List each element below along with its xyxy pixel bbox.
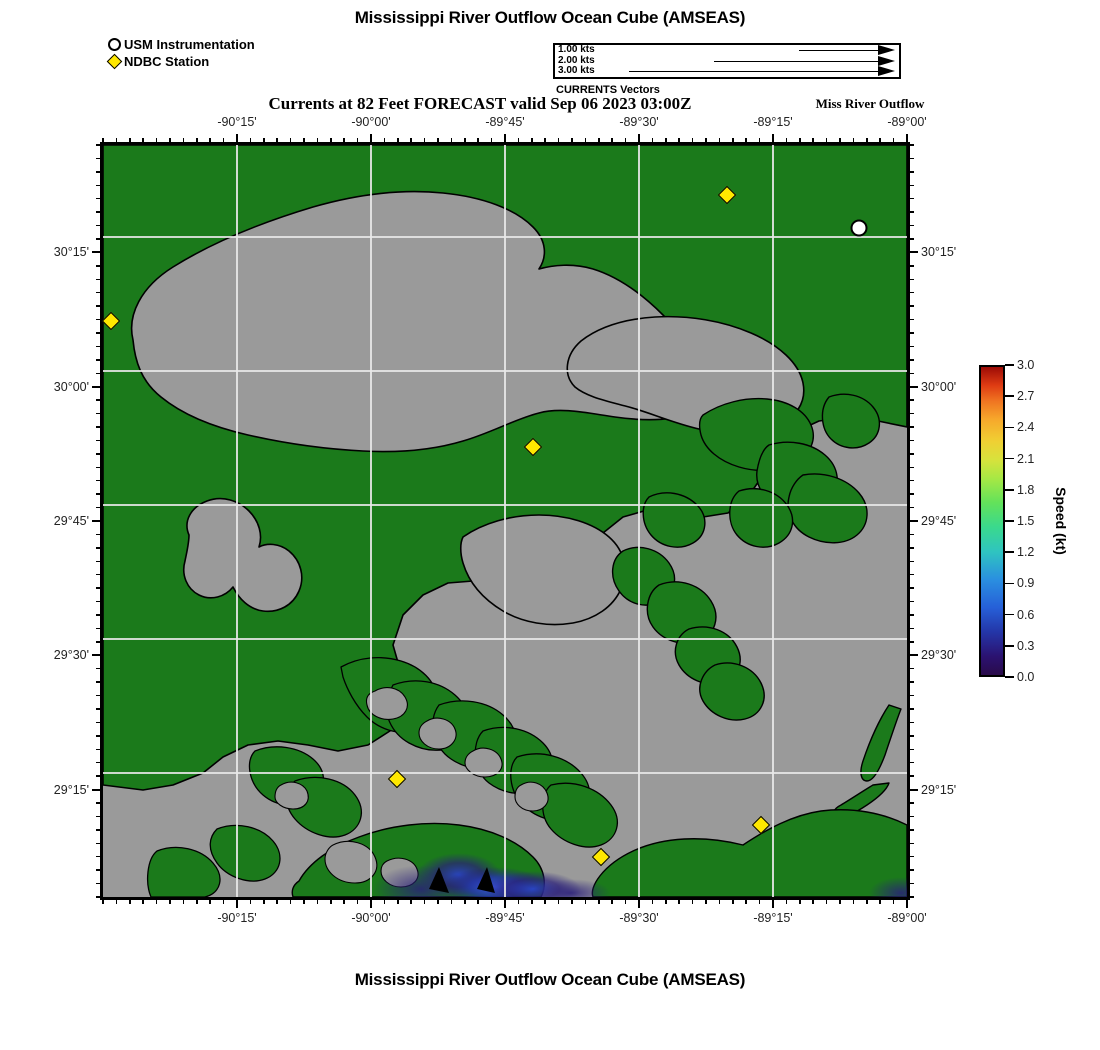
symbol-legend: USM Instrumentation NDBC Station [106,36,255,70]
circle-marker-icon [108,38,121,51]
map-graphic [103,145,907,897]
colorbar-tick [1005,395,1014,397]
vector-scale-line [714,60,879,62]
vector-scale-line [629,71,879,73]
legend-item-label: NDBC Station [124,54,210,69]
colorbar-tick [1005,551,1014,553]
x-axis-tick-label: -90°15' [217,115,257,129]
colorbar-tick [1005,426,1014,429]
colorbar-tick-label: 0.9 [1017,576,1035,591]
vector-scale-row: 3.00 kts [555,65,899,77]
colorbar-tick-label: 3.0 [1017,358,1035,372]
colorbar-tick [1005,489,1014,491]
arrow-head-icon [878,45,895,55]
vector-scale-label: 1.00 kts [558,44,595,55]
colorbar-tick [1005,364,1014,366]
map-plot-area[interactable] [100,142,910,900]
y-axis-tick-label: 29°15' [53,782,89,797]
colorbar-tick [1005,613,1014,616]
y-axis-tick-label: 30°15' [921,245,957,260]
legend-item-ndbc: NDBC Station [106,53,255,70]
vector-scale-row: 2.00 kts [555,54,899,67]
colorbar-tick-label: 1.8 [1017,482,1035,497]
vector-scale-label: 2.00 kts [558,54,595,66]
x-axis-tick-label: -90°15' [217,911,257,925]
x-axis-tick-label: -89°00' [887,115,927,129]
x-axis-tick-label: -89°45' [485,911,525,925]
x-axis-tick-label: -89°30' [619,911,659,925]
map-subtitle: Currents at 82 Feet FORECAST valid Sep 0… [268,94,692,113]
vector-scale-caption: CURRENTS Vectors [556,84,660,96]
x-axis-tick-label: -89°15' [753,115,793,129]
colorbar-tick [1005,645,1014,647]
diamond-marker-icon [106,53,123,70]
legend-item-usm: USM Instrumentation [108,36,255,53]
x-axis-tick-label: -89°45' [485,115,525,129]
x-axis-tick-label: -89°15' [753,911,793,925]
bottom-caption: Mississippi River Outflow Ocean Cube (AM… [354,970,746,989]
current-vector-arrows [429,867,495,893]
x-axis-tick-label: -90°00' [351,911,391,925]
colorbar-tick-label: 2.7 [1017,389,1035,404]
colorbar-tick [1005,457,1014,460]
colorbar-tick-label: 1.5 [1017,514,1035,528]
y-axis-tick-label: 30°15' [53,245,89,260]
page-title: Mississippi River Outflow Ocean Cube (AM… [354,8,746,27]
current-speed-patches [373,853,907,897]
vector-scale-legend: 1.00 kts 2.00 kts 3.00 kts [553,43,901,79]
colorbar-tick-label: 0.0 [1017,670,1035,684]
usm-instrumentation-marker[interactable] [850,219,868,237]
colorbar-gradient [979,365,1005,677]
colorbar-tick [1005,676,1014,678]
colorbar-tick-label: 0.3 [1017,638,1035,653]
vector-scale-label: 3.00 kts [558,65,595,77]
legend-item-label: USM Instrumentation [124,37,255,52]
map-gridlines [103,145,907,897]
outflow-label: Miss River Outflow [815,96,925,111]
x-axis-tick-label: -90°00' [351,115,391,129]
colorbar-tick-label: 2.4 [1017,420,1035,435]
vector-scale-row: 1.00 kts [555,44,899,56]
x-axis-tick-label: -89°00' [887,911,927,925]
colorbar-tick-label: 1.2 [1017,545,1035,560]
y-axis-tick-label: 29°15' [921,782,957,797]
x-axis-tick-label: -89°30' [619,115,659,129]
colorbar-tick [1005,582,1014,585]
colorbar-title: Speed (kt) [1053,487,1069,555]
arrow-head-icon [878,66,895,77]
y-axis-tick-label: 29°45' [53,514,89,528]
y-axis-tick-label: 29°30' [53,648,89,663]
y-axis-tick-label: 30°00' [53,379,89,394]
colorbar-tick [1005,520,1014,522]
colorbar-tick-label: 2.1 [1017,451,1035,466]
colorbar-tick-label: 0.6 [1017,607,1035,622]
arrow-head-icon [878,55,895,66]
vector-scale-line [799,50,879,51]
